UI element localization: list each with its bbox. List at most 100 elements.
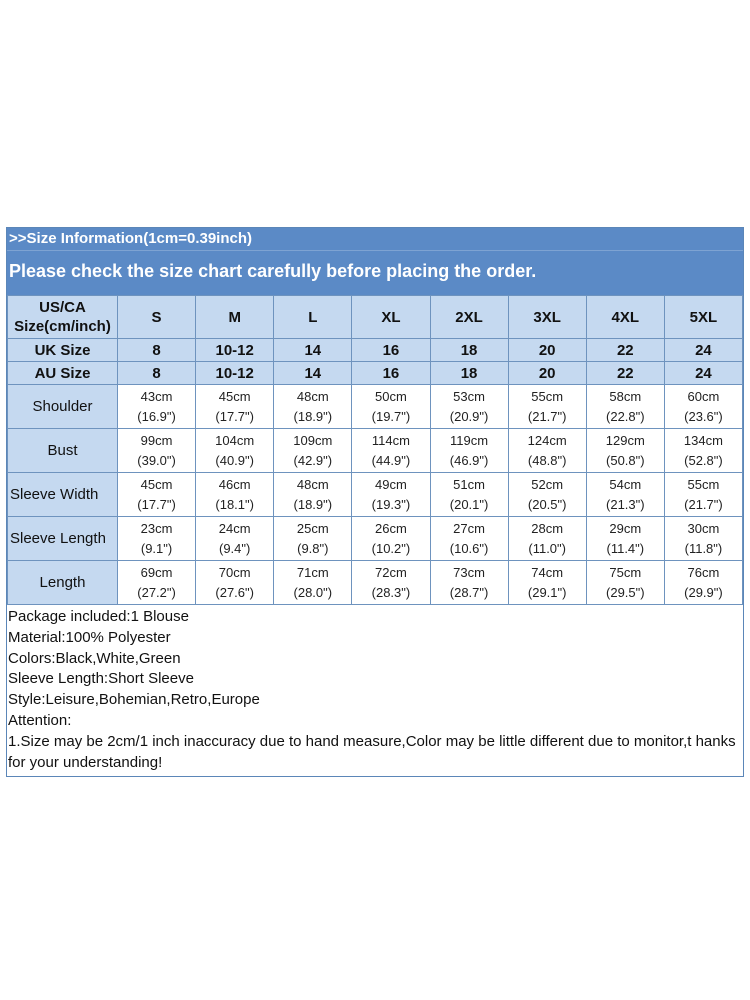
measurement-cm: 109cm bbox=[293, 432, 333, 448]
conversion-cell: 24 bbox=[663, 361, 744, 385]
measurement-cell: 72cm (28.3") bbox=[351, 560, 431, 605]
measurement-cm: 134cm bbox=[683, 432, 723, 448]
measurement-cell: 76cm (29.9") bbox=[663, 560, 744, 605]
measurement-inch: (20.5") bbox=[527, 496, 567, 512]
measurement-inch: (50.8") bbox=[606, 452, 645, 468]
measurement-cell: 45cm (17.7") bbox=[195, 384, 275, 429]
measurement-cm: 53cm bbox=[453, 388, 485, 404]
conversion-cell: 22 bbox=[585, 361, 665, 385]
measurement-cell: 74cm (29.1") bbox=[507, 560, 587, 605]
measurement-inch: (29.5") bbox=[606, 584, 645, 600]
measurement-inch: (48.8") bbox=[527, 452, 567, 468]
measurement-cell: 30cm (11.8") bbox=[663, 516, 744, 561]
measurement-cm: 70cm bbox=[218, 564, 251, 580]
measurement-cell: 109cm (42.9") bbox=[273, 428, 353, 473]
size-header-cell: S bbox=[116, 295, 197, 339]
measurement-cm: 25cm bbox=[296, 520, 329, 536]
conversion-cell: 24 bbox=[663, 338, 744, 362]
measurement-inch: (28.3") bbox=[371, 584, 411, 600]
conversion-cell: 14 bbox=[273, 338, 353, 362]
size-table: US/CA Size(cm/inch) S M L XL 2XL 3XL 4XL 5XL UK Si… bbox=[7, 295, 744, 605]
measurement-inch: (44.9") bbox=[371, 452, 411, 468]
measurement-cm: 28cm bbox=[531, 520, 564, 536]
size-header-cell: 3XL bbox=[507, 295, 587, 339]
measurement-row: Sleeve Length 23cm (9.1") 24cm (9.4") 25cm (9.… bbox=[7, 516, 744, 561]
measurement-cm: 104cm bbox=[215, 432, 255, 448]
measurement-inch: (18.9") bbox=[293, 408, 333, 424]
measurement-cm: 58cm bbox=[609, 388, 642, 404]
measurement-inch: (27.2") bbox=[137, 584, 176, 600]
measurement-cm: 119cm bbox=[450, 432, 489, 448]
product-info: Package included:1 Blouse Material:100% P… bbox=[7, 605, 743, 776]
measurement-cell: 25cm (9.8") bbox=[273, 516, 353, 561]
measurement-inch: (21.7") bbox=[684, 496, 723, 512]
size-header-cell: 5XL bbox=[663, 295, 744, 339]
measurement-cell: 48cm (18.9") bbox=[273, 472, 353, 517]
measurement-cm: 76cm bbox=[687, 564, 720, 580]
measurement-cell: 53cm (20.9") bbox=[429, 384, 509, 429]
measurement-label: Sleeve Width bbox=[7, 472, 118, 517]
info-line: Attention: bbox=[8, 711, 72, 729]
size-chart: >>Size Information(1cm=0.39inch) Please … bbox=[6, 227, 744, 778]
measurement-cm: 26cm bbox=[375, 520, 407, 536]
measurement-inch: (19.7") bbox=[371, 408, 411, 424]
measurement-cm: 124cm bbox=[527, 432, 567, 448]
measurement-cell: 49cm (19.3") bbox=[351, 472, 431, 517]
measurement-inch: (20.1") bbox=[449, 496, 489, 512]
conversion-cell: 16 bbox=[351, 338, 431, 362]
conversion-cell: 22 bbox=[585, 338, 665, 362]
measurement-cm: 48cm bbox=[296, 476, 329, 492]
conversion-cell: 8 bbox=[116, 338, 197, 362]
conversion-label: AU Size bbox=[7, 361, 118, 385]
measurement-cm: 99cm bbox=[140, 432, 173, 448]
conversion-cell: 18 bbox=[429, 361, 509, 385]
measurement-inch: (18.1") bbox=[215, 496, 254, 512]
measurement-cm: 46cm bbox=[218, 476, 251, 492]
size-header-cell: XL bbox=[351, 295, 431, 339]
measurement-row: Bust 99cm (39.0") 104cm (40.9") 109cm (42.9") 1… bbox=[7, 428, 744, 473]
measurement-inch: (23.6") bbox=[684, 408, 723, 424]
measurement-cell: 29cm (11.4") bbox=[585, 516, 665, 561]
measurement-inch: (11.4") bbox=[606, 540, 645, 556]
conversion-label: UK Size bbox=[7, 338, 118, 362]
measurement-cell: 134cm (52.8") bbox=[663, 428, 744, 473]
measurement-label: Sleeve Length bbox=[7, 516, 118, 561]
measurement-label: Bust bbox=[7, 428, 118, 473]
measurement-cm: 114cm bbox=[371, 432, 410, 448]
measurement-cell: 24cm (9.4") bbox=[195, 516, 275, 561]
measurement-inch: (19.3") bbox=[371, 496, 411, 512]
measurement-inch: (18.9") bbox=[293, 496, 333, 512]
measurement-row: Shoulder 43cm (16.9") 45cm (17.7") 48cm (18.9"… bbox=[7, 384, 744, 429]
size-header-row: US/CA Size(cm/inch) S M L XL 2XL 3XL 4XL 5XL bbox=[7, 295, 744, 339]
measurement-cell: 50cm (19.7") bbox=[351, 384, 431, 429]
conversion-cell: 20 bbox=[507, 338, 587, 362]
measurement-inch: (9.1") bbox=[140, 540, 173, 556]
size-header-cell: L bbox=[273, 295, 353, 339]
measurement-cm: 51cm bbox=[453, 476, 485, 492]
measurement-inch: (29.9") bbox=[684, 584, 723, 600]
measurement-label: Shoulder bbox=[7, 384, 118, 429]
conversion-cell: 16 bbox=[351, 361, 431, 385]
measurement-cell: 26cm (10.2") bbox=[351, 516, 431, 561]
measurement-cm: 29cm bbox=[609, 520, 642, 536]
info-line: Style:Leisure,Bohemian,Retro,Europe bbox=[8, 691, 260, 709]
measurement-cm: 27cm bbox=[453, 520, 485, 536]
measurement-row: Sleeve Width 45cm (17.7") 46cm (18.1") 48cm (1… bbox=[7, 472, 744, 517]
measurement-cm: 48cm bbox=[296, 388, 329, 404]
measurement-cell: 70cm (27.6") bbox=[195, 560, 275, 605]
measurement-inch: (10.2") bbox=[371, 540, 411, 556]
measurement-cm: 24cm bbox=[218, 520, 251, 536]
info-line: Package included:1 Blouse bbox=[8, 608, 189, 625]
measurement-cm: 71cm bbox=[296, 564, 329, 580]
info-line: 1.Size may be 2cm/1 inch inaccuracy due … bbox=[8, 732, 736, 771]
conversion-cell: 10-12 bbox=[195, 338, 275, 362]
size-info-banner: >>Size Information(1cm=0.39inch) bbox=[7, 228, 743, 250]
measurement-cell: 104cm (40.9") bbox=[195, 428, 275, 473]
measurement-inch: (28.0") bbox=[293, 584, 333, 600]
measurement-label: Length bbox=[7, 560, 118, 605]
measurement-cell: 43cm (16.9") bbox=[116, 384, 197, 429]
measurement-cell: 55cm (21.7") bbox=[507, 384, 587, 429]
measurement-inch: (9.4") bbox=[219, 540, 251, 556]
measurement-cell: 28cm (11.0") bbox=[507, 516, 587, 561]
measurement-inch: (17.7") bbox=[215, 408, 254, 424]
